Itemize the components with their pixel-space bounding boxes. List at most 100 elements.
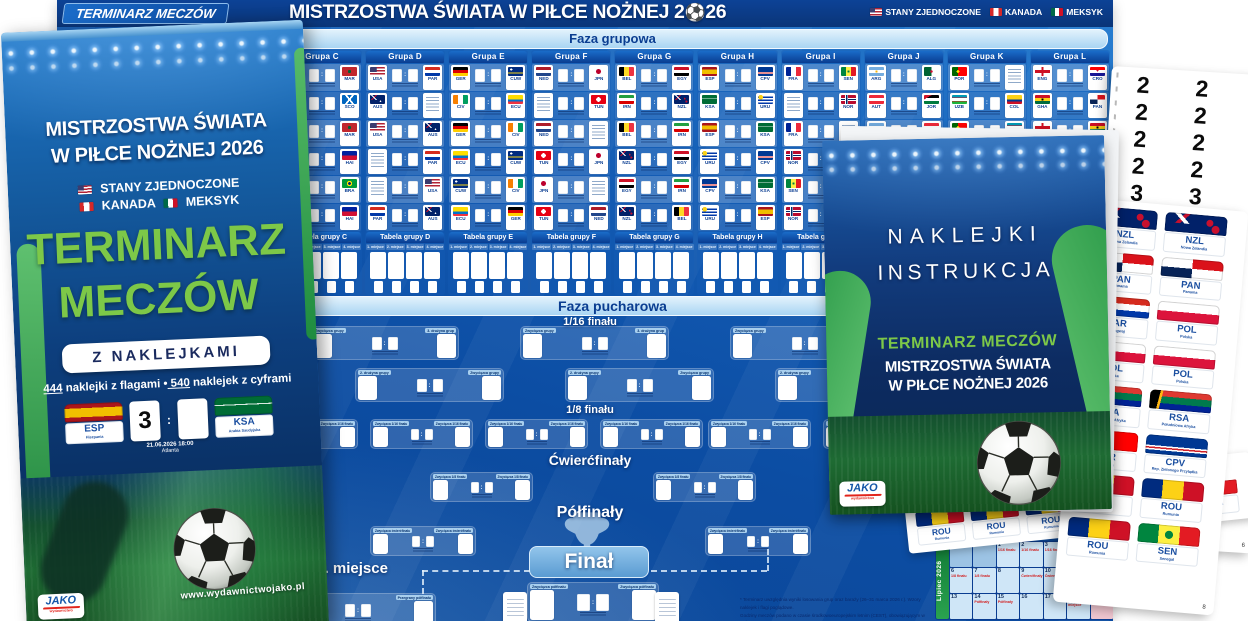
score-colon: : [570, 212, 573, 218]
score-area: : [306, 180, 338, 199]
flag-bra-icon [342, 178, 358, 189]
flag-eng-icon [1034, 66, 1050, 77]
team-sticker-slot [632, 590, 656, 620]
score-colon: : [487, 212, 490, 218]
team-code: AUS [427, 216, 438, 222]
slot-label: Zwycięzca 1/16 finału [771, 421, 808, 426]
group-header: Grupa D [366, 51, 445, 63]
team-slot: USA [368, 65, 388, 90]
score-colon: : [803, 340, 806, 347]
flag-can-icon [989, 8, 1002, 16]
team-code: EGY [677, 76, 687, 82]
match-date-text [471, 494, 492, 498]
score-box [408, 68, 419, 82]
flag-jpn-icon [536, 178, 552, 189]
flag-ksa-icon [214, 395, 273, 417]
score-box [654, 429, 663, 440]
team-slot: ECU [451, 149, 471, 174]
score-box [416, 379, 427, 392]
team-code: JPN [594, 160, 604, 166]
place-label: 4. miejsce [425, 244, 445, 250]
flag-sticker-slot [323, 252, 340, 279]
score-area: : [589, 379, 690, 397]
score-colon: : [819, 100, 822, 106]
score-box [574, 152, 585, 166]
team-code: URU [760, 104, 771, 110]
score-box [807, 180, 818, 194]
team-code: ESP [705, 76, 715, 82]
team-slot: NZL [617, 205, 637, 230]
flag-sen-icon [840, 66, 856, 77]
team-slot: NED [534, 121, 554, 146]
bracket-match: 2. drużyna grupy Zwycięzca grupy: [355, 368, 504, 402]
team-code: EGY [677, 160, 687, 166]
flag-sticker-slot [406, 252, 423, 279]
slot-label: Zwycięzca grupy [523, 328, 556, 333]
score-box [906, 96, 917, 110]
team-code: AUS [372, 104, 383, 110]
slot-label: Zwycięzca 1/8 finału [495, 474, 530, 479]
match-date-text [392, 138, 419, 143]
team-slot: GER [451, 121, 471, 146]
team-sticker-slot [455, 427, 470, 447]
group-header: Grupa J [864, 51, 943, 63]
connector-line [422, 570, 530, 572]
playoff-placeholder [592, 124, 606, 141]
team-slot: CPV [755, 149, 775, 174]
team-code: NED [594, 216, 604, 222]
calendar-day-number: 9 [1021, 568, 1025, 574]
instruction-booklet: NAKLEJKI INSTRUKCJA TERMINARZ MECZÓW MIS… [822, 135, 1112, 515]
team-slot: ECU [451, 205, 471, 230]
flag-tun-icon [536, 206, 552, 217]
team-code: TUN [594, 104, 604, 110]
score-colon: : [570, 100, 573, 106]
score-colon: : [480, 484, 483, 491]
team-code: NOR [787, 160, 799, 166]
score-area: : [472, 180, 504, 199]
slot-label: Zwycięzca 1/16 finału [433, 421, 470, 426]
flag-ger-icon [453, 66, 469, 77]
flag-ned-icon [536, 122, 552, 133]
soccer-photo: www.wydawnictwojako.pl JAKO wydawnictwo [20, 465, 330, 621]
match-date-text [558, 110, 585, 115]
flag-fra-icon [785, 122, 801, 133]
points-box [622, 281, 632, 293]
flag-uru-icon [757, 94, 773, 105]
flag-gha-icon [1034, 94, 1050, 105]
slot-label: Zwycięzca półfinału [618, 584, 656, 589]
points-box [575, 281, 585, 293]
team-slot: PAR [368, 205, 388, 230]
score-colon: : [736, 128, 739, 134]
playoff-placeholder [592, 180, 606, 197]
calendar-day-number: 6 [951, 568, 955, 574]
score-colon: : [736, 156, 739, 162]
score-colon: : [422, 538, 424, 545]
calendar-event-label: Półfinały [997, 599, 1013, 604]
score-box [470, 482, 479, 493]
score-box [693, 482, 702, 493]
score-box [345, 604, 355, 617]
number-sticker-sample: 3 [129, 400, 161, 442]
score-area: : [888, 96, 920, 115]
points-box [640, 281, 650, 293]
team-slot: ALG [921, 65, 941, 90]
match-row: POR: [947, 64, 1026, 91]
score-colon: : [570, 184, 573, 190]
team-code: JPN [539, 188, 549, 194]
points-box [409, 281, 419, 293]
score-box [491, 68, 502, 82]
team-slot: PAR [423, 65, 443, 90]
match-date-text [807, 110, 834, 115]
flag-sticker-slot [590, 252, 607, 279]
score-area: : [544, 337, 645, 355]
sticker-counts: 444 naklejki z flagami • 540 naklejek z … [43, 372, 292, 396]
flag-usa-icon [370, 122, 386, 133]
match-row: KSA: URU [698, 92, 777, 119]
score-box [558, 68, 569, 82]
score-area: : [505, 429, 568, 445]
calendar-event-label: 1/16 finału [1044, 547, 1063, 552]
flag-cuw-icon [508, 150, 524, 161]
